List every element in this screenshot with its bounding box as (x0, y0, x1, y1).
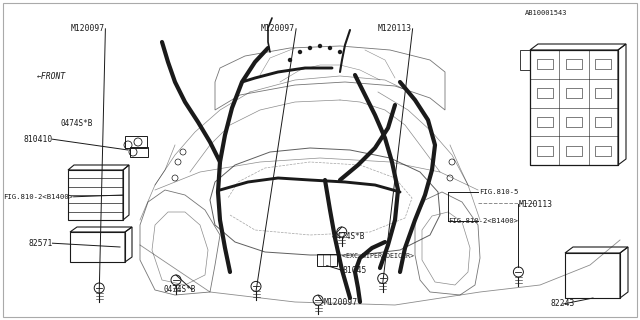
Bar (520, 50, 530, 70)
Bar (530, 50, 618, 165)
Text: FIG.810-2<B1400>: FIG.810-2<B1400> (448, 218, 518, 224)
Text: 0474S*B: 0474S*B (333, 232, 365, 241)
Circle shape (298, 51, 301, 53)
Text: AB10001543: AB10001543 (525, 10, 567, 16)
Text: 0474S*B: 0474S*B (61, 119, 93, 128)
Bar (125, 136, 147, 148)
Bar (595, 88, 611, 98)
Text: FIG.810-5: FIG.810-5 (479, 189, 518, 195)
Bar (566, 88, 582, 98)
Circle shape (319, 44, 321, 47)
Bar (537, 60, 553, 69)
Text: 82571: 82571 (28, 239, 52, 248)
Circle shape (308, 46, 312, 50)
Bar (317, 253, 337, 266)
Text: 0474S*B: 0474S*B (163, 285, 196, 294)
Bar (68, 170, 123, 220)
Circle shape (289, 59, 291, 61)
Bar (537, 88, 553, 98)
Bar (566, 146, 582, 156)
Text: FIG.810-2<B1400>: FIG.810-2<B1400> (3, 194, 73, 200)
Text: ←FRONT: ←FRONT (37, 72, 67, 81)
Bar (595, 117, 611, 127)
Bar (130, 147, 148, 157)
Text: M120097: M120097 (261, 24, 295, 33)
Text: M120097: M120097 (323, 298, 357, 307)
Bar (566, 117, 582, 127)
Bar (537, 146, 553, 156)
Text: 810410: 810410 (23, 135, 52, 144)
Circle shape (339, 51, 342, 53)
Bar (70, 232, 125, 262)
Bar (595, 146, 611, 156)
Text: M120113: M120113 (518, 200, 552, 209)
Bar (566, 60, 582, 69)
Text: M120113: M120113 (378, 24, 412, 33)
Bar (595, 60, 611, 69)
Text: <EXC.WIPER DEICER>: <EXC.WIPER DEICER> (342, 253, 415, 259)
Circle shape (328, 46, 332, 50)
Text: M120097: M120097 (70, 24, 104, 33)
Bar (565, 253, 620, 298)
Text: 82243: 82243 (550, 300, 575, 308)
Text: 81045: 81045 (342, 266, 367, 275)
Bar (537, 117, 553, 127)
